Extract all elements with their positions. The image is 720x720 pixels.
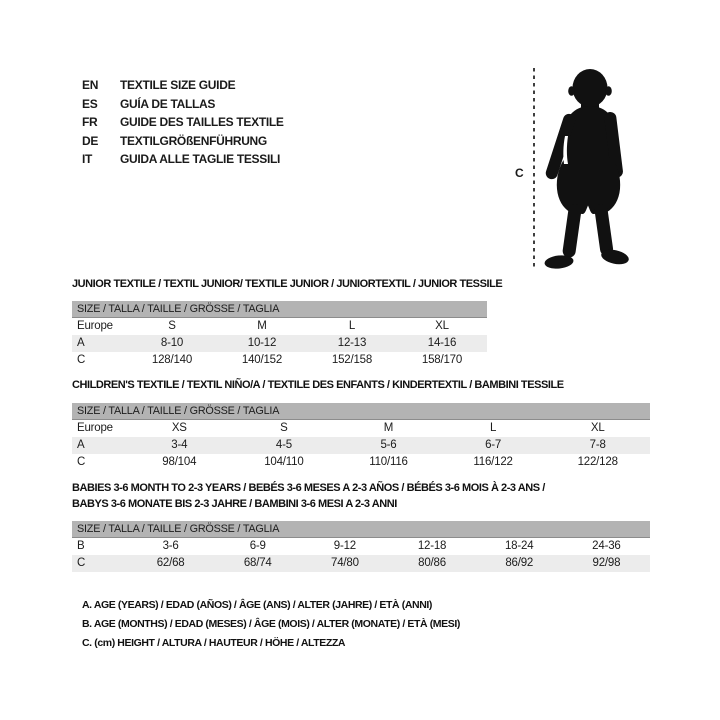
size-cell: S xyxy=(168,320,176,332)
language-row-es: ES GUÍA DE TALLAS xyxy=(82,95,284,114)
table-row: C 62/68 68/74 74/80 80/86 86/92 92/98 xyxy=(72,555,650,572)
row-label: A xyxy=(72,437,127,454)
size-header-bar: SIZE / TALLA / TAILLE / GRÖSSE / TAGLIA xyxy=(72,521,650,538)
table-row: C 128/140 140/152 152/158 158/170 xyxy=(72,352,487,369)
language-code: DE xyxy=(82,133,99,148)
table-header-row: SIZE / TALLA / TAILLE / GRÖSSE / TAGLIA xyxy=(72,521,650,538)
row-label: C xyxy=(77,354,86,366)
table-row: Europe S M L XL xyxy=(72,318,487,336)
size-cell: 110/116 xyxy=(369,456,408,468)
table-header-row: SIZE / TALLA / TAILLE / GRÖSSE / TAGLIA xyxy=(72,403,650,420)
row-label: B xyxy=(77,540,85,552)
size-cell: 8-10 xyxy=(127,335,217,352)
size-cell: 9-12 xyxy=(333,540,356,552)
children-size-table: SIZE / TALLA / TAILLE / GRÖSSE / TAGLIA … xyxy=(72,403,650,471)
size-cell: L xyxy=(348,320,356,332)
size-cell: S xyxy=(280,422,288,434)
row-label: A xyxy=(72,335,127,352)
size-cell: 24-36 xyxy=(592,540,621,552)
language-label: GUIDE DES TAILLES TEXTILE xyxy=(120,115,284,130)
size-cell: 128/140 xyxy=(151,354,193,366)
size-cell: 6-9 xyxy=(249,540,266,552)
language-label: TEXTILE SIZE GUIDE xyxy=(120,78,236,92)
language-list: EN TEXTILE SIZE GUIDE ES GUÍA DE TALLAS FR… xyxy=(82,76,284,169)
size-cell: 92/98 xyxy=(562,555,650,572)
junior-size-table: SIZE / TALLA / TAILLE / GRÖSSE / TAGLIA … xyxy=(72,301,487,369)
size-cell: 18-24 xyxy=(504,540,534,552)
row-label: Europe xyxy=(77,320,113,332)
footnote-b: B. AGE (MONTHS) / EDAD (MESES) / ÂGE (MO… xyxy=(82,618,460,630)
size-cell: XS xyxy=(171,422,187,434)
size-cell: 14-16 xyxy=(397,335,487,352)
size-cell: 80/86 xyxy=(388,555,476,572)
size-cell: 140/152 xyxy=(241,354,283,366)
size-cell: 5-6 xyxy=(336,437,441,454)
size-cell: 98/104 xyxy=(162,456,197,468)
size-cell: 3-6 xyxy=(162,540,179,552)
babies-title-line2: BABYS 3-6 MONATE BIS 2-3 JAHRE / BAMBINI… xyxy=(72,497,397,510)
size-cell: 4-5 xyxy=(231,437,337,454)
footnote-a: A. AGE (YEARS) / EDAD (AÑOS) / ÂGE (ANS)… xyxy=(82,599,433,611)
size-cell: 10-12 xyxy=(217,335,307,352)
size-cell: M xyxy=(383,422,394,434)
babies-section-title: BABIES 3-6 MONTH TO 2-3 YEARS / BEBÉS 3-… xyxy=(72,481,545,512)
size-cell: 104/110 xyxy=(264,456,304,468)
size-cell: 62/68 xyxy=(127,555,215,572)
table-row: B 3-6 6-9 9-12 12-18 18-24 24-36 xyxy=(72,538,650,556)
size-cell: 12-18 xyxy=(417,540,447,552)
language-code: ES xyxy=(82,96,98,111)
children-section-title: CHILDREN'S TEXTILE / TEXTIL NIÑO/A / TEX… xyxy=(72,379,564,391)
language-label: GUIDA ALLE TAGLIE TESSILI xyxy=(120,152,281,167)
toddler-silhouette-icon xyxy=(544,69,629,269)
size-cell: 74/80 xyxy=(301,555,389,572)
size-cell: 7-8 xyxy=(545,437,650,454)
table-row: A 8-10 10-12 12-13 14-16 xyxy=(72,335,487,352)
size-cell: XL xyxy=(590,422,605,434)
language-code: IT xyxy=(82,152,93,167)
size-cell: L xyxy=(489,422,497,434)
size-cell: M xyxy=(257,320,267,332)
height-label-c: C xyxy=(515,166,524,180)
size-cell: 3-4 xyxy=(127,437,232,454)
table-row: C 98/104 104/110 110/116 116/122 122/128 xyxy=(72,454,650,471)
babies-title-line1: BABIES 3-6 MONTH TO 2-3 YEARS / BEBÉS 3-… xyxy=(72,482,545,494)
height-dashed-line xyxy=(533,68,535,270)
footnote-legend: A. AGE (YEARS) / EDAD (AÑOS) / ÂGE (ANS)… xyxy=(82,596,460,653)
language-label: GUÍA DE TALLAS xyxy=(120,96,216,111)
footnote-c: C. (cm) HEIGHT / ALTURA / HAUTEUR / HÖHE… xyxy=(82,637,346,649)
row-label: C xyxy=(72,555,127,572)
size-cell: 86/92 xyxy=(475,555,563,572)
table-header-row: SIZE / TALLA / TAILLE / GRÖSSE / TAGLIA xyxy=(72,301,487,318)
language-code: EN xyxy=(82,78,99,92)
row-label: Europe xyxy=(77,422,113,434)
language-label: TEXTILGRÖßENFÜHRUNG xyxy=(120,133,267,148)
size-cell: 6-7 xyxy=(440,437,546,454)
row-label: C xyxy=(77,456,86,468)
language-row-en: EN TEXTILE SIZE GUIDE xyxy=(82,76,284,95)
babies-size-table: SIZE / TALLA / TAILLE / GRÖSSE / TAGLIA … xyxy=(72,521,650,572)
language-row-fr: FR GUIDE DES TAILLES TEXTILE xyxy=(82,113,284,132)
size-cell: 158/170 xyxy=(421,354,463,366)
language-row-it: IT GUIDA ALLE TAGLIE TESSILI xyxy=(82,150,284,169)
size-header-bar: SIZE / TALLA / TAILLE / GRÖSSE / TAGLIA xyxy=(72,301,487,318)
size-cell: 122/128 xyxy=(577,456,618,468)
junior-section-title: JUNIOR TEXTILE / TEXTIL JUNIOR/ TEXTILE … xyxy=(72,278,503,290)
size-header-bar: SIZE / TALLA / TAILLE / GRÖSSE / TAGLIA xyxy=(72,403,650,420)
size-cell: 12-13 xyxy=(307,335,397,352)
size-cell: 68/74 xyxy=(214,555,302,572)
size-cell: 152/158 xyxy=(331,354,373,366)
table-row: Europe XS S M L XL xyxy=(72,420,650,438)
size-cell: XL xyxy=(435,320,449,332)
language-row-de: DE TEXTILGRÖßENFÜHRUNG xyxy=(82,132,284,151)
table-row: A 3-4 4-5 5-6 6-7 7-8 xyxy=(72,437,650,454)
size-cell: 116/122 xyxy=(473,456,513,468)
language-code: FR xyxy=(82,115,98,130)
